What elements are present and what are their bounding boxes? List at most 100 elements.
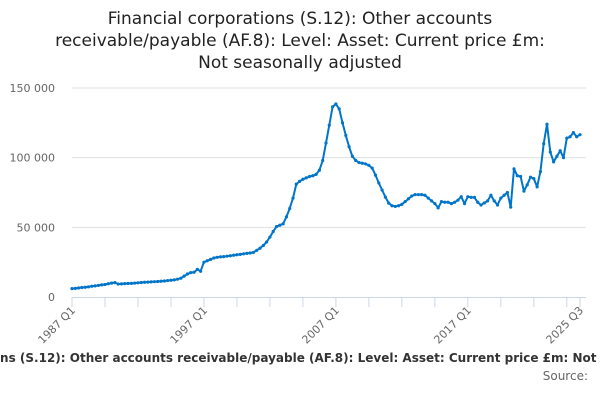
data-point xyxy=(212,256,216,260)
data-point xyxy=(357,160,361,165)
data-point xyxy=(571,130,576,135)
data-point xyxy=(555,154,559,158)
data-point xyxy=(393,204,397,209)
data-point xyxy=(298,179,302,183)
x-tick-label: 2025 Q3 xyxy=(544,304,587,345)
chart-title: Financial corporations (S.12): Other acc… xyxy=(0,8,600,74)
data-point xyxy=(90,284,94,288)
data-point xyxy=(76,286,81,290)
data-point xyxy=(476,200,480,204)
data-point xyxy=(472,195,477,199)
data-point xyxy=(195,267,199,272)
data-point xyxy=(314,172,318,176)
data-point xyxy=(232,253,236,257)
data-point xyxy=(400,202,404,206)
data-point xyxy=(327,123,331,127)
data-point xyxy=(429,199,434,203)
data-point xyxy=(509,205,513,209)
data-point xyxy=(96,283,100,288)
data-point xyxy=(466,195,470,199)
data-point xyxy=(558,149,562,153)
data-point xyxy=(251,250,256,255)
data-point xyxy=(453,200,457,204)
data-point xyxy=(106,282,110,286)
data-point xyxy=(83,285,87,289)
data-point xyxy=(367,163,371,167)
data-point xyxy=(538,170,543,174)
data-point xyxy=(159,279,163,283)
data-point xyxy=(492,199,496,203)
data-point xyxy=(330,105,335,109)
data-point xyxy=(146,280,150,284)
data-point xyxy=(344,133,348,137)
data-point xyxy=(268,235,272,239)
data-point xyxy=(261,243,265,248)
y-tick-label: 0 xyxy=(48,291,55,304)
data-point xyxy=(495,203,500,207)
data-point xyxy=(311,174,315,178)
data-point xyxy=(420,192,424,197)
data-point xyxy=(149,280,153,284)
data-point xyxy=(396,204,401,208)
data-point xyxy=(192,270,196,274)
data-point xyxy=(413,192,417,197)
data-point xyxy=(166,278,170,283)
data-point xyxy=(281,222,285,226)
data-point xyxy=(565,136,569,140)
data-point xyxy=(288,206,292,211)
data-point xyxy=(347,145,351,149)
line-chart: 0 50 000 100 000 150 000 1987 Q1 1997 Q1 2007 … xyxy=(10,82,587,345)
data-point xyxy=(274,225,279,229)
data-point xyxy=(317,168,322,172)
data-point xyxy=(439,199,444,204)
data-point xyxy=(100,283,104,287)
data-point xyxy=(116,282,120,286)
data-point xyxy=(456,198,460,202)
data-point xyxy=(525,183,529,187)
data-point xyxy=(222,254,226,259)
data-point xyxy=(185,272,190,276)
data-point xyxy=(241,252,246,256)
data-point xyxy=(377,181,381,185)
data-point xyxy=(350,154,354,158)
data-point xyxy=(278,223,282,227)
data-point xyxy=(255,248,259,252)
data-point xyxy=(248,251,252,255)
data-point xyxy=(271,229,275,234)
data-point xyxy=(182,274,186,278)
data-point xyxy=(519,174,523,179)
data-point xyxy=(208,257,213,261)
data-point xyxy=(568,135,572,139)
data-point xyxy=(387,201,391,205)
data-point xyxy=(265,240,269,244)
y-tick-label: 100 000 xyxy=(10,152,56,165)
data-point xyxy=(482,201,486,205)
data-point xyxy=(126,281,130,286)
data-point xyxy=(304,176,308,180)
data-point xyxy=(136,281,140,285)
data-point xyxy=(152,280,157,284)
data-point xyxy=(363,162,368,166)
data-point xyxy=(416,192,420,197)
data-point xyxy=(462,202,467,206)
data-point xyxy=(436,206,440,210)
data-point xyxy=(578,133,582,137)
legend-entry: Financial corporations (S.12): Other acc… xyxy=(0,351,600,365)
data-point xyxy=(390,204,394,208)
legend: Financial corporations (S.12): Other acc… xyxy=(0,351,600,365)
title-line: Financial corporations (S.12): Other acc… xyxy=(107,9,493,29)
data-point xyxy=(528,175,533,179)
data-point xyxy=(403,199,407,204)
data-point xyxy=(294,182,298,186)
data-point xyxy=(370,166,374,170)
data-point xyxy=(489,193,493,197)
source-label: Source: xyxy=(542,369,588,383)
data-point xyxy=(512,167,516,171)
data-point xyxy=(542,142,546,146)
data-point xyxy=(383,195,387,199)
data-point xyxy=(522,189,526,193)
title-line: Not seasonally adjusted xyxy=(198,53,402,73)
data-point xyxy=(459,195,463,199)
data-point xyxy=(205,259,209,263)
data-point xyxy=(175,277,180,281)
